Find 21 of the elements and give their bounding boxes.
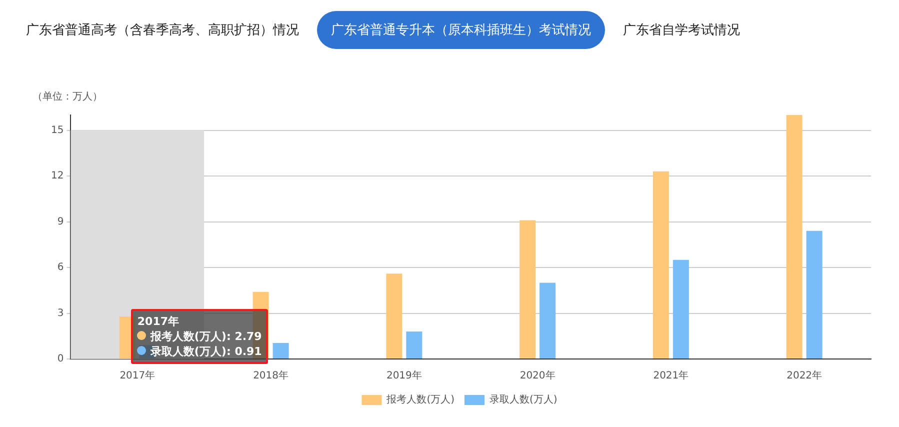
y-tick-label: 0: [57, 354, 64, 365]
legend-label: 录取人数(万人): [490, 394, 558, 406]
x-tick-label: 2018年: [253, 370, 289, 382]
y-axis-title: （单位：万人）: [32, 90, 103, 103]
x-tick-label: 2019年: [386, 370, 422, 382]
x-tick-label: 2022年: [786, 370, 822, 382]
chart-title: 广东省普通专升本（原本科插班生）考试情况: [317, 11, 605, 49]
y-tick-label: 6: [57, 262, 64, 274]
legend-label: 报考人数(万人): [386, 394, 455, 406]
text: 2017年: [137, 315, 180, 328]
x-tick-label: 2020年: [520, 370, 556, 382]
annotation: 报考人数(万人): 2.79: [149, 329, 262, 344]
x-tick-label: 2017年: [120, 370, 156, 382]
annotation: 录取人数(万人): 0.91: [149, 344, 262, 360]
y-tick-label: 12: [50, 170, 64, 182]
text: 广东省自学考试情况: [622, 22, 741, 40]
y-tick-label: 15: [50, 124, 64, 136]
text: 广东省普通高考（含春季高考、高职扩招）情况: [25, 22, 300, 40]
x-tick-label: 2021年: [653, 370, 689, 382]
y-tick-label: 9: [57, 216, 64, 228]
y-tick-label: 3: [57, 308, 64, 319]
